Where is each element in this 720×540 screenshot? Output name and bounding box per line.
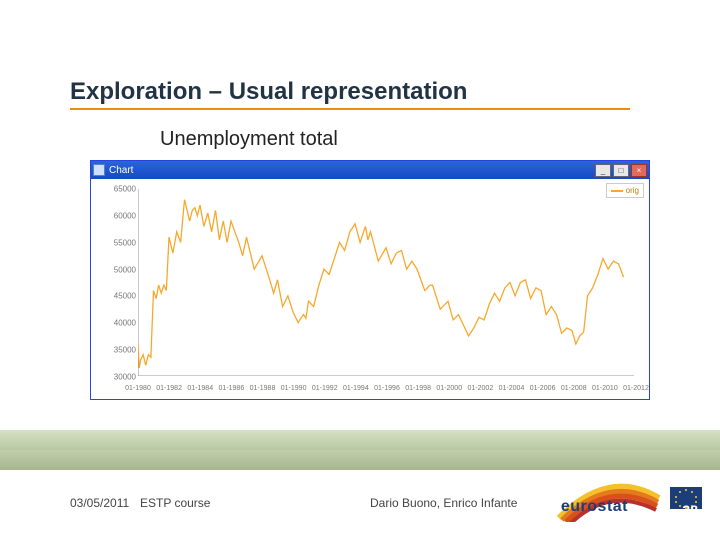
footer-date: 03/05/2011 bbox=[70, 496, 129, 510]
slide-title: Exploration – Usual representation bbox=[70, 78, 467, 106]
chart-body: orig 30000350004000045000500005500060000… bbox=[92, 179, 648, 398]
x-tick-label: 01-2002 bbox=[468, 385, 494, 392]
x-tick-label: 01-2010 bbox=[592, 385, 618, 392]
chart-titlebar: Chart _ □ × bbox=[91, 161, 649, 179]
x-tick-label: 01-2008 bbox=[561, 385, 587, 392]
y-tick-label: 30000 bbox=[114, 373, 136, 382]
chart-window: Chart _ □ × orig 30000350004000045000500… bbox=[90, 160, 650, 400]
x-tick-label: 01-1986 bbox=[219, 385, 245, 392]
y-tick-label: 50000 bbox=[114, 265, 136, 274]
eurostat-logo: eurostat bbox=[554, 478, 664, 522]
y-tick-label: 45000 bbox=[114, 292, 136, 301]
x-tick-label: 01-1998 bbox=[405, 385, 431, 392]
title-underline bbox=[70, 108, 630, 110]
close-button[interactable]: × bbox=[631, 164, 647, 177]
slide-subtitle: Unemployment total bbox=[160, 128, 338, 151]
x-tick-label: 01-1982 bbox=[156, 385, 182, 392]
x-tick-label: 01-1994 bbox=[343, 385, 369, 392]
x-tick-label: 01-2012 bbox=[623, 385, 649, 392]
x-tick-label: 01-1988 bbox=[250, 385, 276, 392]
x-tick-label: 01-1992 bbox=[312, 385, 338, 392]
y-tick-label: 35000 bbox=[114, 346, 136, 355]
logo-wrap: eurostat bbox=[554, 478, 702, 522]
chart-line-svg bbox=[138, 189, 634, 376]
chart-icon bbox=[93, 164, 105, 176]
y-tick-label: 55000 bbox=[114, 238, 136, 247]
page-number: 38 bbox=[682, 502, 698, 518]
footer-band-1 bbox=[0, 430, 720, 450]
eurostat-text: eurostat bbox=[561, 498, 628, 516]
chart-window-title: Chart bbox=[109, 165, 593, 176]
footer-course: ESTP course bbox=[140, 496, 210, 510]
x-tick-label: 01-2004 bbox=[499, 385, 525, 392]
minimize-button[interactable]: _ bbox=[595, 164, 611, 177]
slide-root: { "title": "Exploration – Usual represen… bbox=[0, 0, 720, 540]
x-tick-label: 01-1980 bbox=[125, 385, 151, 392]
footer-authors: Dario Buono, Enrico Infante bbox=[370, 496, 517, 510]
maximize-button[interactable]: □ bbox=[613, 164, 629, 177]
footer-band-2 bbox=[0, 450, 720, 470]
x-tick-label: 01-1984 bbox=[187, 385, 213, 392]
chart-plot-area bbox=[138, 189, 634, 376]
x-tick-label: 01-1990 bbox=[281, 385, 307, 392]
x-tick-label: 01-1996 bbox=[374, 385, 400, 392]
x-tick-label: 01-2000 bbox=[436, 385, 462, 392]
x-tick-label: 01-2006 bbox=[530, 385, 556, 392]
y-tick-label: 40000 bbox=[114, 319, 136, 328]
y-tick-label: 60000 bbox=[114, 211, 136, 220]
y-tick-label: 65000 bbox=[114, 185, 136, 194]
